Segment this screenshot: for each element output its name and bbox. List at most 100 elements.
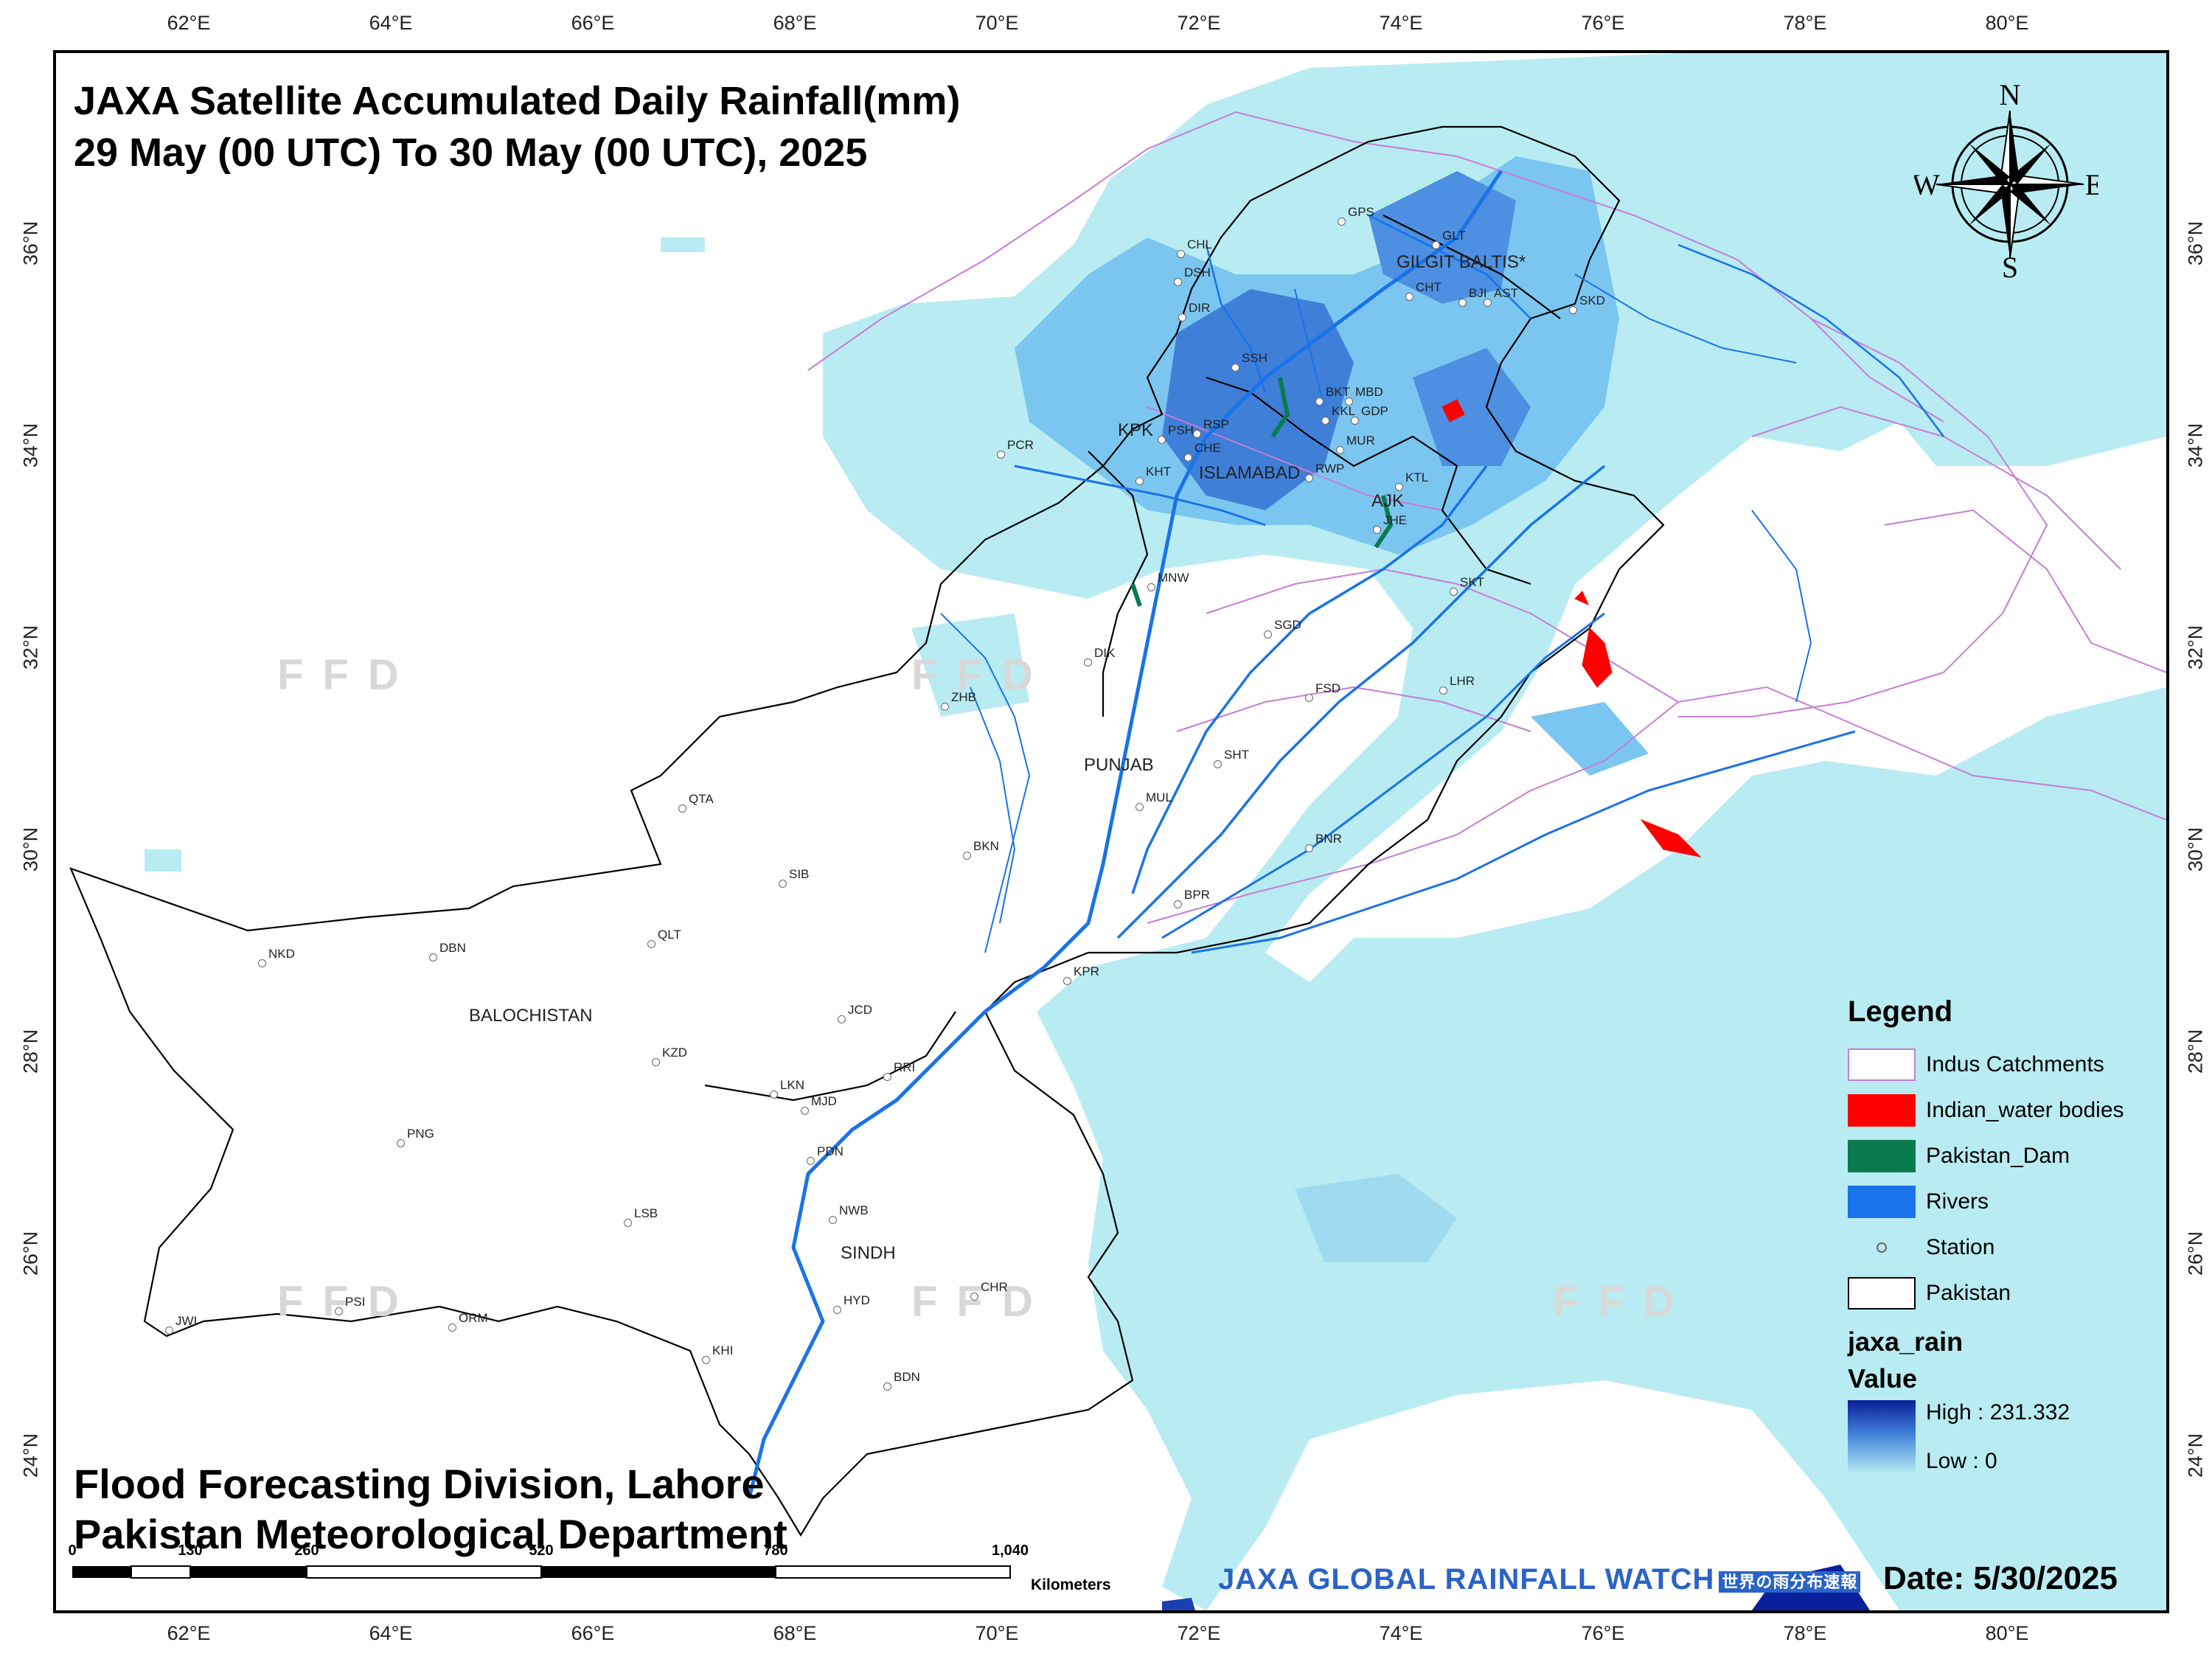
region-label: GILGIT BALTIS* (1397, 252, 1526, 272)
station-label: KKL (1321, 404, 1356, 425)
station-label: JWI (164, 1314, 198, 1335)
watermark: FFD (277, 1278, 418, 1326)
lat-label: 30°N (2184, 827, 2207, 872)
lon-label: 72°E (1177, 12, 1221, 34)
watermark: FFD (1553, 1278, 1694, 1326)
kabul-river (1014, 465, 1266, 526)
lat-label: 28°N (2184, 1029, 2207, 1074)
legend-label: Rivers (1926, 1189, 1989, 1214)
legend-item: Indus Catchments (1848, 1042, 2157, 1088)
legend-label: Indus Catchments (1926, 1052, 2104, 1077)
lat-label: 30°N (19, 827, 42, 872)
map-date: Date: 5/30/2025 (1883, 1560, 2118, 1596)
station-label: LHR (1439, 674, 1475, 695)
lon-label: 70°E (975, 1622, 1019, 1644)
lon-label: 80°E (1985, 1622, 2029, 1644)
legend-swatch-dam (1848, 1140, 1916, 1172)
shyok-river (1677, 243, 1944, 437)
station-label: BKT (1315, 385, 1351, 406)
station-label: LSB (623, 1206, 658, 1227)
station-label: MUR (1336, 434, 1375, 454)
legend-item: Pakistan (1848, 1270, 2157, 1316)
lat-label: 32°N (19, 625, 42, 670)
legend-label: Pakistan (1926, 1281, 2011, 1305)
legend-label: Station (1926, 1235, 1995, 1259)
lon-label: 66°E (571, 12, 615, 34)
ravi-river (1161, 612, 1605, 939)
station-label: SSH (1231, 351, 1267, 372)
footer-dept: Pakistan Meteorological Department (74, 1511, 787, 1557)
lon-label: 72°E (1177, 1622, 1221, 1644)
lat-label: 26°N (2184, 1231, 2207, 1276)
lon-label: 66°E (571, 1622, 615, 1644)
lon-label: 76°E (1581, 1622, 1625, 1644)
station-label: KPR (1063, 964, 1099, 985)
station-label: DIK (1083, 646, 1116, 667)
lat-label: 32°N (2184, 625, 2207, 670)
tributary (970, 686, 1016, 924)
tributary (1751, 509, 1812, 703)
chenab-river (1116, 465, 1606, 939)
lon-label: 70°E (975, 12, 1019, 34)
legend-item: Indian_water bodies (1848, 1088, 2157, 1133)
station-label: CHE (1184, 441, 1221, 462)
lon-label: 62°E (167, 12, 211, 34)
station-label: PNG (397, 1127, 434, 1147)
station-label: MJD (801, 1094, 837, 1115)
station-label: SIB (778, 867, 810, 888)
scale-tick: 130 (178, 1543, 203, 1559)
rain-heavy-area (1413, 348, 1531, 466)
compass-rose-icon: N S E W (1912, 75, 2103, 284)
station-label: MNW (1147, 571, 1189, 591)
station-label: JCD (837, 1003, 873, 1023)
swat-river (1205, 244, 1267, 393)
rain-max-patch (1162, 1598, 1195, 1610)
lon-label: 74°E (1379, 12, 1423, 34)
lon-label: 62°E (167, 1622, 211, 1644)
watermark: FFD (277, 651, 418, 699)
legend-swatch-station (1848, 1231, 1916, 1264)
region-label: KPK (1118, 420, 1154, 440)
station-label: JHE (1372, 513, 1408, 534)
station-label: BPR (1174, 888, 1210, 908)
station-label: DSH (1174, 265, 1211, 286)
station-label: CHT (1405, 280, 1441, 301)
scale-unit: Kilometers (1031, 1576, 1111, 1593)
station-label: RWP (1304, 462, 1345, 482)
lat-label: 26°N (19, 1231, 42, 1276)
station-label: AST (1483, 286, 1519, 307)
rivers (747, 170, 1944, 1499)
station-label: CHR (970, 1280, 1008, 1301)
station-label: GLT (1432, 229, 1466, 249)
watermark: FFD (911, 1278, 1052, 1326)
lat-label: 24°N (2184, 1433, 2207, 1478)
lat-label: 34°N (2184, 422, 2207, 468)
tributary (940, 613, 1031, 953)
lon-label: 74°E (1379, 1622, 1423, 1644)
legend-item: Station (1848, 1225, 2157, 1270)
lon-label: 64°E (369, 1622, 413, 1644)
compass-rose-icon: N S E W (1912, 78, 2103, 284)
footer-org: Flood Forecasting Division, Lahore (74, 1461, 765, 1507)
station-label: KHT (1135, 465, 1171, 485)
station-label: NKD (258, 947, 295, 967)
lon-label: 64°E (369, 12, 413, 34)
rain-mid-area (1531, 702, 1649, 776)
station-label: MBD (1345, 385, 1383, 406)
station-label: ORM (448, 1311, 488, 1332)
compass-n: N (2000, 78, 2021, 111)
station-label: DIR (1178, 301, 1211, 321)
region-label: SINDH (841, 1243, 896, 1263)
station-label: PDN (807, 1144, 844, 1165)
station-label: SKT (1449, 575, 1485, 596)
compass-w: W (1914, 168, 1940, 201)
rain-mid-area (1295, 1174, 1457, 1262)
legend-swatch-catchments (1848, 1048, 1916, 1081)
legend-value-label: Value (1848, 1363, 1918, 1394)
map-title: JAXA Satellite Accumulated Daily Rainfal… (74, 79, 961, 123)
station-label: GPS (1338, 205, 1374, 226)
station-label: RRI (883, 1060, 916, 1081)
station-label: GDP (1351, 404, 1388, 425)
station-label: BDN (883, 1370, 920, 1391)
station-label: ZHB (941, 690, 976, 711)
